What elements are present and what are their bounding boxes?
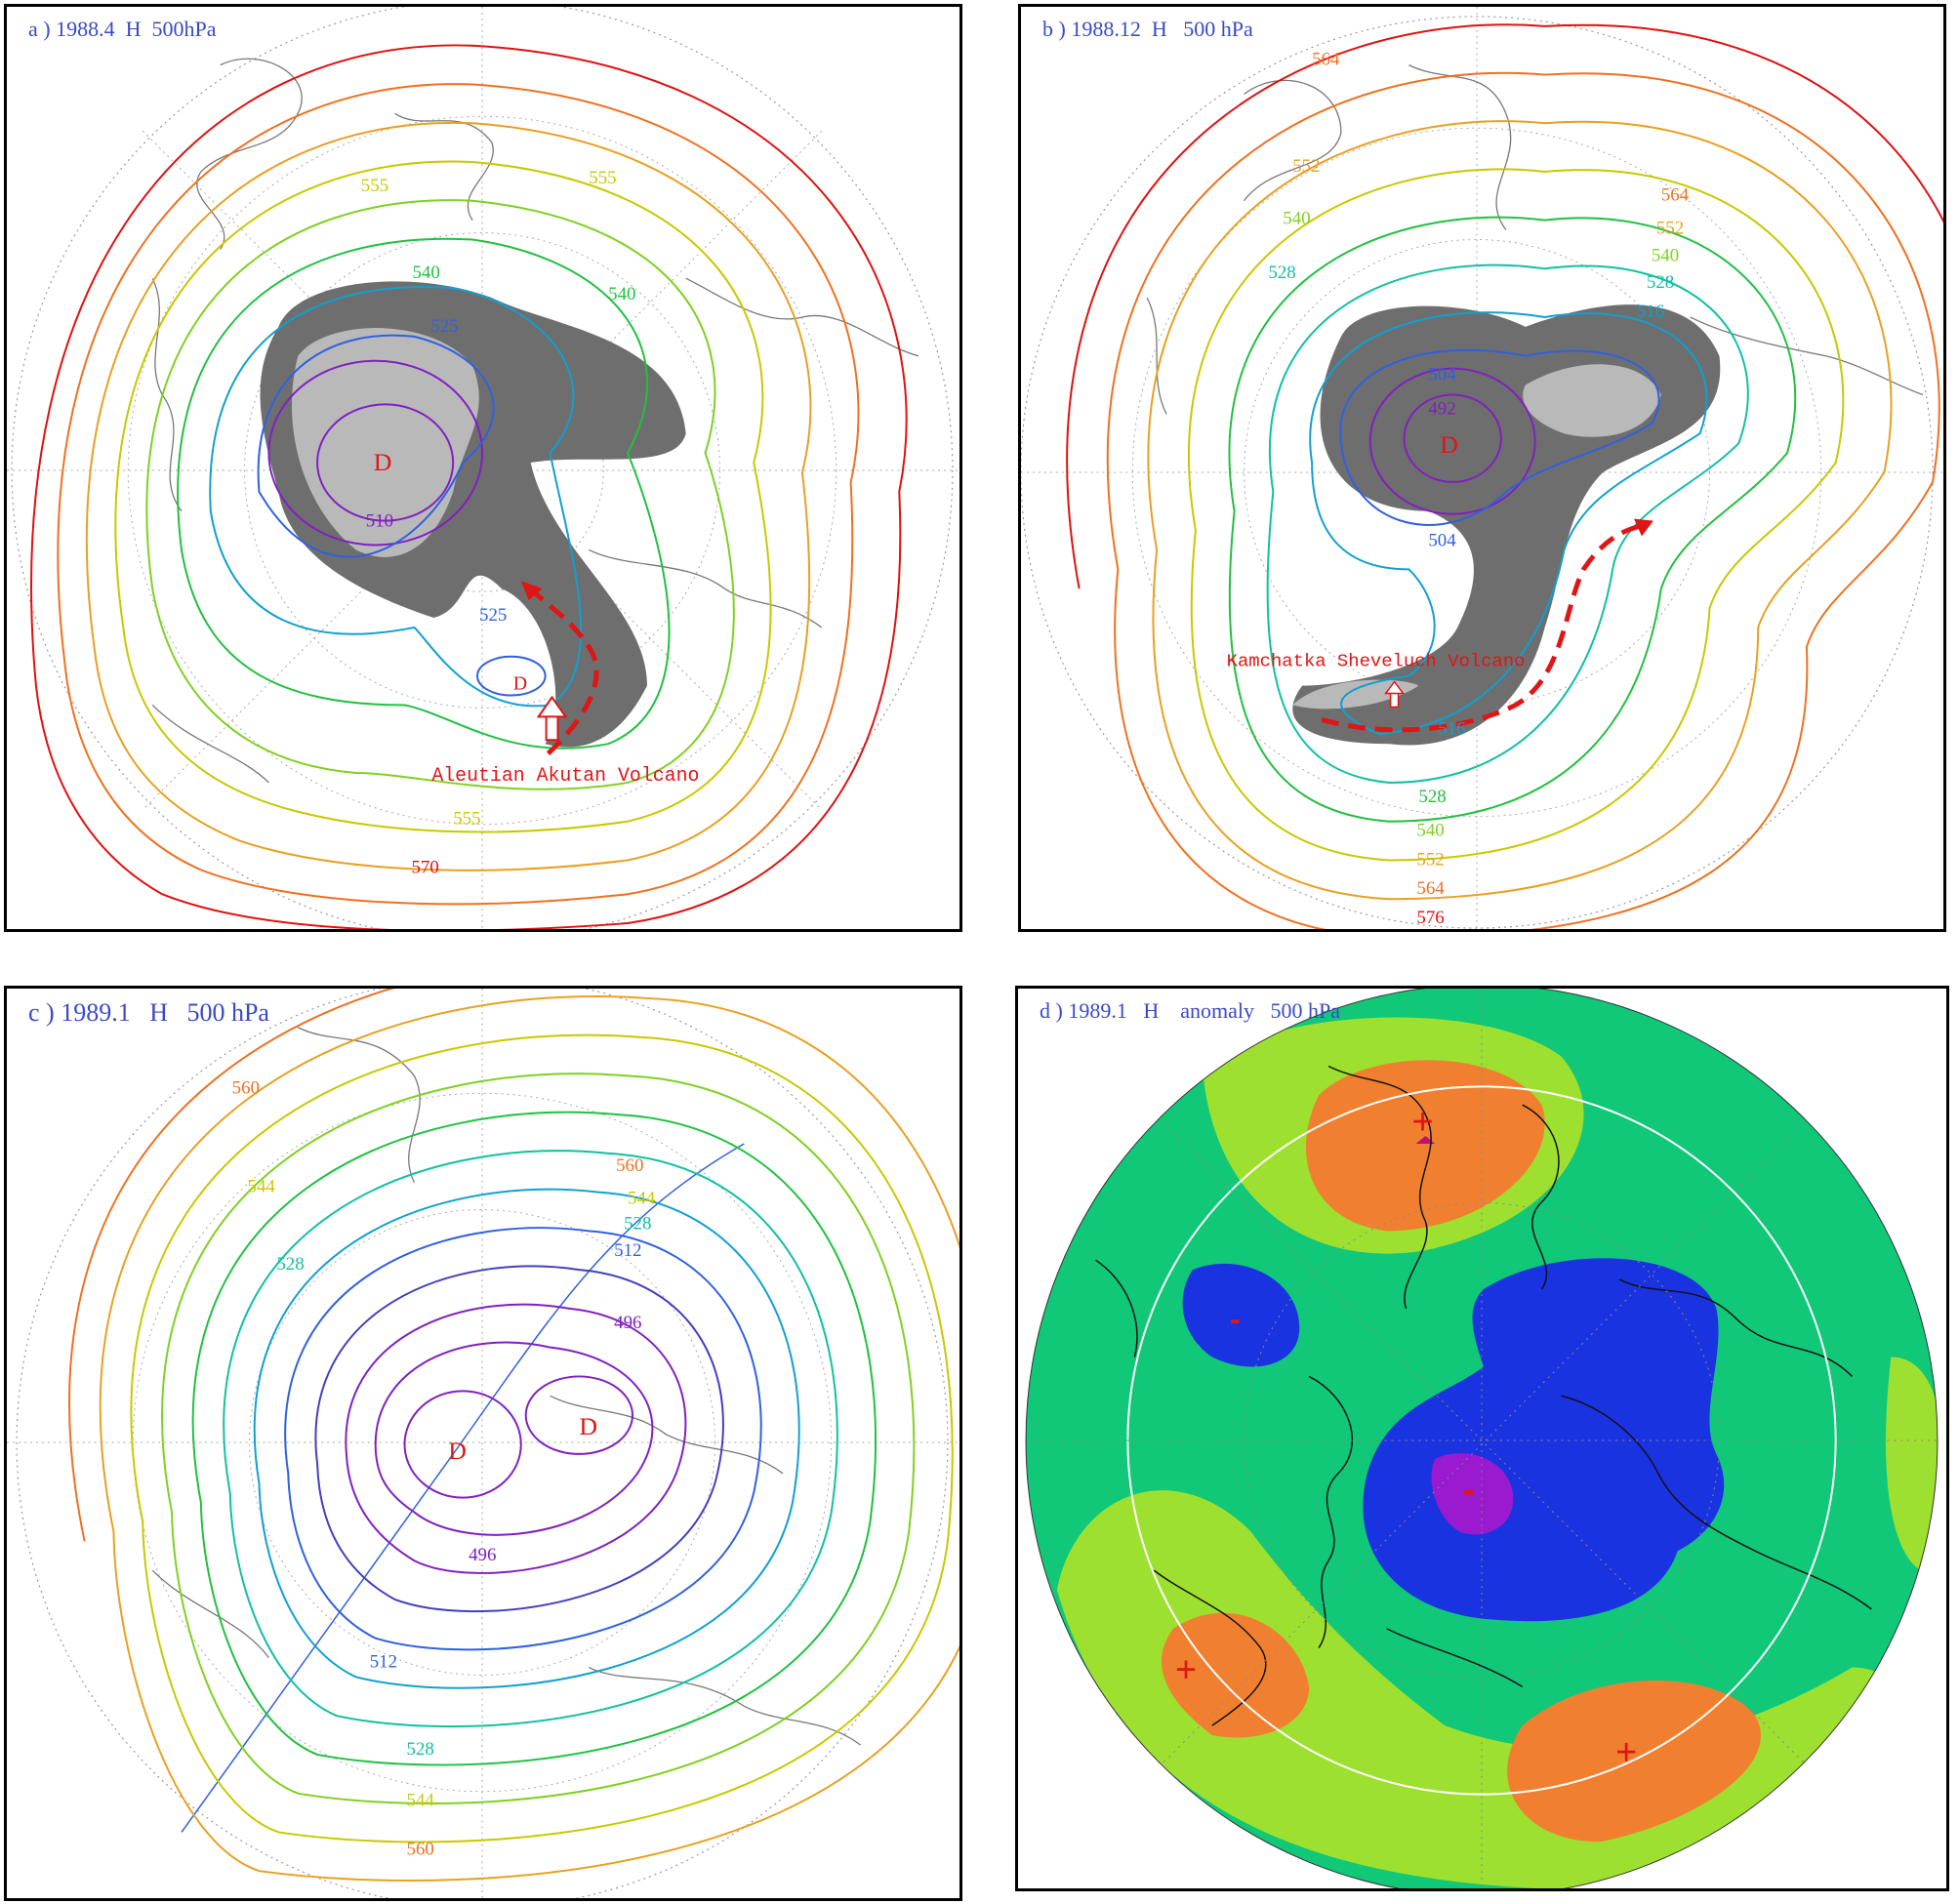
track-arrowhead: [520, 581, 543, 601]
panel-title: c ) 1989.1 H 500 hPa: [28, 998, 269, 1027]
panel-a: 555 555 540 540 525 510 525 555 570 D D …: [4, 4, 962, 932]
contour-label: 540: [1416, 821, 1444, 841]
contour-label: 525: [430, 316, 458, 337]
height-contours: [68, 989, 959, 1882]
contour-label: 525: [479, 605, 507, 626]
contour-label: 510: [366, 511, 393, 532]
anomaly-orange-region: [1161, 1612, 1310, 1738]
contour-label: 528: [407, 1739, 434, 1760]
contour-label: 540: [1283, 209, 1310, 229]
graticule: [1026, 989, 1938, 1888]
shaded-region-light: [1292, 679, 1419, 709]
contour-label: 528: [1418, 787, 1446, 807]
anomaly-blue-region: [1182, 1263, 1300, 1367]
height-contours: [30, 44, 908, 929]
contour-label: 564: [1312, 50, 1340, 70]
anomaly-signs: + + + - -: [1175, 1101, 1637, 1772]
volcano-marker: [536, 695, 568, 742]
panel-d-map: + + + - -: [1025, 989, 1939, 1888]
contour-label: 512: [614, 1240, 641, 1261]
contour-label: 560: [616, 1155, 643, 1176]
contour-labels: 564 552 540 528 564 552 540 528 516 504 …: [1268, 50, 1689, 928]
panel-c: 560 560 544 528 544 528 512 496 496 512 …: [4, 986, 962, 1901]
contour-label: 576: [1416, 908, 1444, 928]
negative-anomaly-sign: -: [1230, 1301, 1241, 1338]
graticule: [7, 989, 959, 1898]
contour-label: 552: [1292, 156, 1320, 177]
contour-label: 555: [589, 168, 616, 188]
low-center-mark: D: [448, 1437, 467, 1465]
shaded-region-dark: [1292, 304, 1721, 746]
contour-label: 516: [1438, 718, 1465, 739]
contour-label: 528: [276, 1254, 304, 1275]
contour-label: 555: [361, 176, 388, 196]
contour-label: 564: [1416, 878, 1445, 899]
positive-anomaly-sign: +: [1411, 1101, 1433, 1142]
anomaly-blue-region: [1363, 1258, 1725, 1622]
low-center-mark: D: [579, 1412, 597, 1440]
contour-label: 492: [1428, 398, 1455, 419]
shaded-region-light: [291, 328, 479, 557]
contour-label: 496: [469, 1545, 496, 1565]
map-boundary: [1025, 989, 1939, 1888]
volcano-track: [528, 587, 599, 755]
panel-title: d ) 1989.1 H anomaly 500 hPa: [1040, 998, 1340, 1023]
anomaly-orange-region: [1305, 1060, 1545, 1232]
trough-axis: [181, 1143, 745, 1833]
contour-label: 540: [412, 263, 439, 283]
panel-b: 564 552 540 528 564 552 540 528 516 504 …: [1018, 4, 1946, 932]
volcano-marker: [1384, 680, 1406, 709]
contour-label: 540: [608, 284, 635, 304]
contour-label: 504: [1428, 530, 1456, 550]
coastlines: [151, 58, 919, 784]
panel-b-map: 564 552 540 528 564 552 540 528 516 504 …: [1021, 7, 1943, 929]
low-center-mark: D: [1440, 430, 1458, 459]
contour-label: 544: [248, 1177, 276, 1197]
positive-anomaly-sign: +: [1175, 1648, 1197, 1689]
map-boundary: [11, 7, 954, 929]
low-center-mark: D: [374, 448, 392, 476]
low-center-mark: D: [513, 673, 527, 695]
contour-label: 555: [453, 809, 480, 830]
panel-a-map: 555 555 540 540 525 510 525 555 570 D D …: [7, 7, 959, 929]
contour-label: 564: [1661, 185, 1690, 206]
contour-label: 504: [1428, 365, 1456, 385]
coastlines: [151, 1027, 861, 1746]
track-arrowhead: [1634, 518, 1653, 537]
contour-label: 512: [370, 1652, 397, 1673]
contour-labels: 555 555 540 540 525 510 525 555 570: [361, 168, 636, 878]
map-boundary: [1021, 16, 1934, 929]
height-contours: [1066, 23, 1943, 929]
contour-label: 528: [1647, 272, 1674, 293]
contour-label: 496: [614, 1313, 641, 1333]
contour-label: 540: [1652, 245, 1679, 265]
volcano-track: [1321, 523, 1643, 733]
contour-label: 552: [1416, 849, 1444, 870]
contour-label: 528: [1268, 263, 1295, 283]
panel-title: a ) 1988.4 H 500hPa: [28, 17, 217, 41]
panel-title: b ) 1988.12 H 500 hPa: [1042, 17, 1253, 41]
contour-label: 544: [628, 1189, 656, 1209]
panel-d: + + + - - d ) 1989.1 H anomaly 500 hPa: [1015, 986, 1949, 1891]
contour-label: 560: [232, 1077, 260, 1098]
positive-anomaly-sign: +: [1615, 1731, 1637, 1772]
coastlines: [1095, 1065, 1872, 1726]
contour-label: 560: [407, 1839, 434, 1859]
negative-anomaly-sign: -: [1462, 1469, 1475, 1512]
volcano-label: Kamchatka Sheveluch Volcano: [1227, 651, 1526, 672]
panel-c-map: 560 560 544 528 544 528 512 496 496 512 …: [7, 989, 959, 1898]
contour-label: 516: [1637, 302, 1664, 322]
coastlines: [1146, 64, 1924, 415]
contour-label: 552: [1656, 219, 1684, 239]
shaded-region-light: [1523, 364, 1661, 437]
contour-label: 570: [411, 857, 438, 877]
volcano-label: Aleutian Akutan Volcano: [431, 764, 699, 787]
contour-label: 528: [624, 1213, 651, 1234]
contour-labels: 560 560 544 528 544 528 512 496 496 512 …: [232, 1077, 656, 1859]
contour-label: 544: [407, 1791, 435, 1811]
